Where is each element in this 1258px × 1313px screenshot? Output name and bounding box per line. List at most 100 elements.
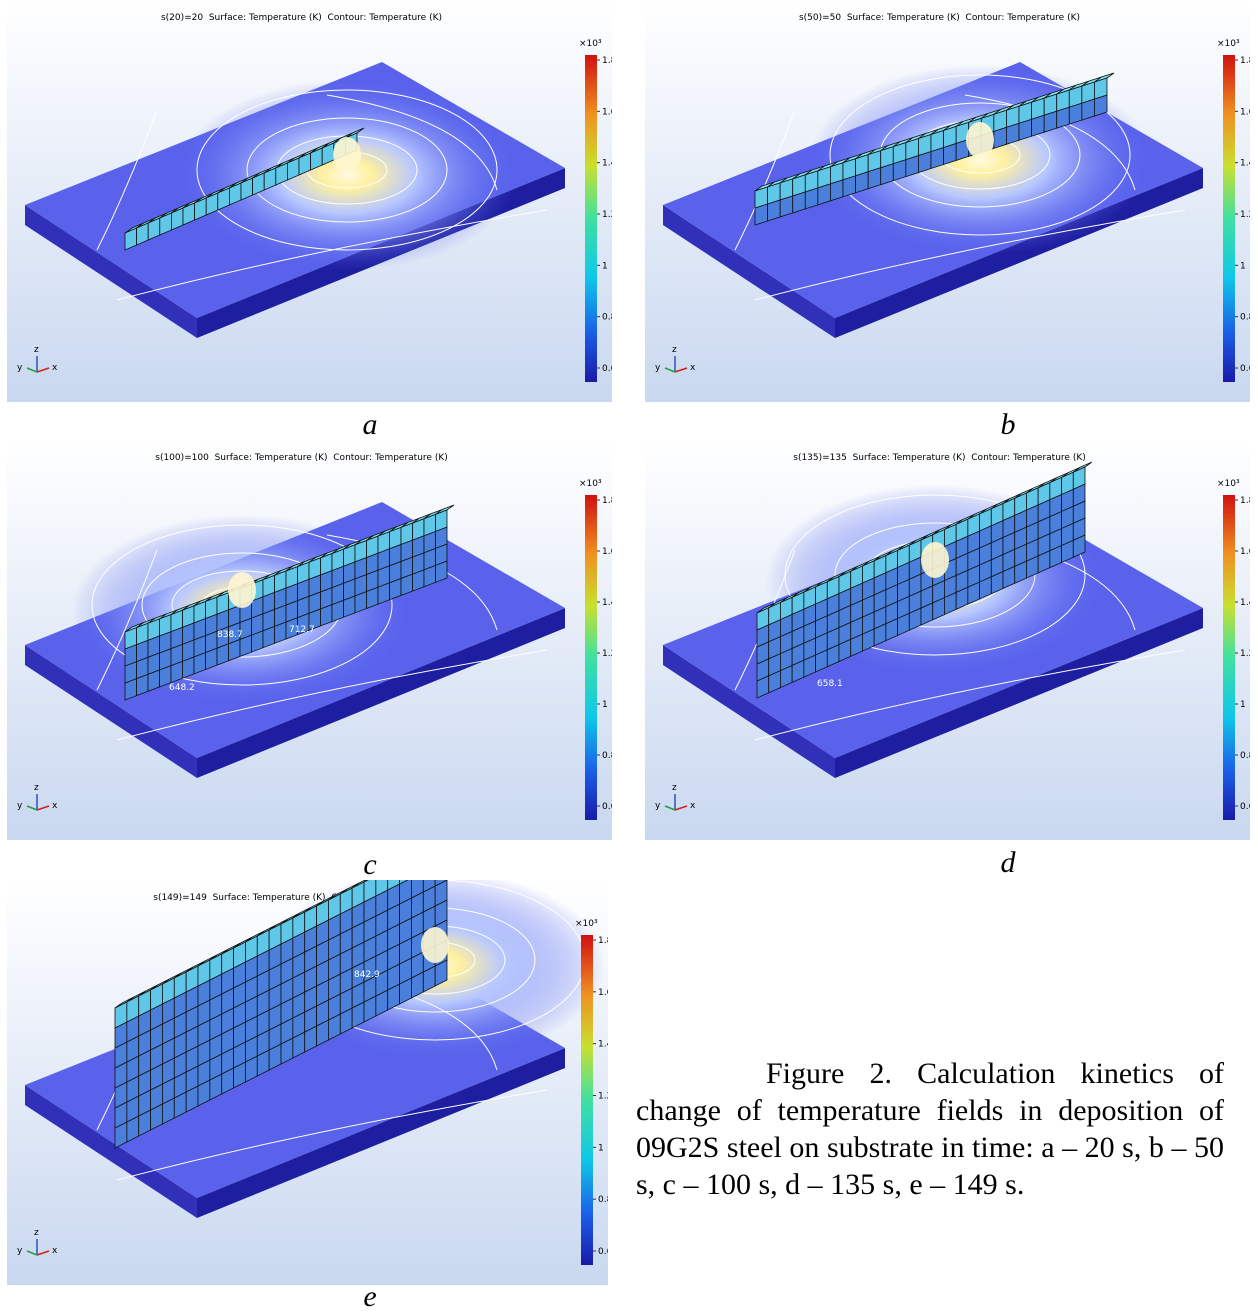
panel-title: s(149)=149 Surface: Temperature (K) Cont… [153,893,446,903]
panel-letter: e [363,1280,377,1313]
colorbar-tick-label: 1.2 [602,210,612,220]
axis-y [664,367,676,373]
colorbar-tick-label: 1.4 [602,159,612,169]
panel-letter: a [362,408,378,441]
contour-line [834,522,1036,628]
colorbar-tick-label: 0.8 [598,1195,608,1205]
colorbar-exponent: ×10³ [1217,479,1240,489]
axis-label: z [34,783,39,793]
colorbar-tick-label: 1.2 [602,649,612,659]
cube-face [1094,77,1108,100]
colorbar-tick-label: 1.2 [1240,210,1250,220]
colorbar-tick-label: 0.6 [598,1247,608,1257]
simulation-panel: s(135)=135 Surface: Temperature (K) Cont… [645,440,1250,840]
plate-front [197,1048,565,1218]
colorbar-tick-label: 1.8 [1240,56,1250,66]
cube-face [767,182,781,205]
cube-face [867,150,882,173]
panel-view: s(20)=20 Surface: Temperature (K) Contou… [7,0,612,402]
cube-face [1068,85,1083,108]
contour-line [829,74,1131,236]
colorbar-tick-label: 1.6 [1240,547,1250,557]
axis-label: x [52,1246,58,1256]
colorbar-tick-label: 1.2 [598,1092,608,1102]
plate-left [25,645,197,778]
cube-face [1081,81,1095,104]
hot-spot [421,927,449,963]
cube-face [943,125,957,149]
hot-spot [966,122,994,158]
cube-face [855,154,869,177]
contour-line [96,94,548,301]
axis-label: y [17,363,23,373]
colorbar-tick-label: 1.8 [598,936,608,946]
cube-face [830,162,844,185]
colorbar-tick-label: 0.8 [1240,751,1250,761]
plate-left [25,1085,197,1218]
cube-face [1006,105,1020,128]
colorbar-tick-label: 1.8 [602,56,612,66]
colorbar-tick-label: 0.6 [1240,802,1250,812]
cube-face [918,133,932,157]
cube-face [1031,97,1045,120]
colorbar-tick-label: 1.8 [1240,496,1250,506]
cube-face [434,880,448,887]
colorbar-tick-label: 1.6 [602,107,612,117]
hot-spot [921,542,949,578]
cube-face [1072,466,1086,490]
contour-line [246,117,448,223]
colorbar [585,55,597,382]
colorbar-tick-label: 0.8 [602,313,612,323]
axis-label: z [34,345,39,355]
axis-x [674,367,688,373]
contour-label: 842.9 [354,970,380,980]
axis-x [36,367,50,373]
axis-label: y [655,801,661,811]
colorbar-tick-label: 1.4 [598,1040,608,1050]
contour-label: 712.7 [289,625,315,635]
cube-face [1018,101,1032,124]
cube-face [1056,89,1070,112]
colorbar [1223,55,1235,382]
colorbar-tick-label: 1 [602,700,608,710]
colorbar-tick-label: 1 [1240,700,1246,710]
colorbar-tick-label: 1.4 [1240,598,1250,608]
axis-y [26,1250,38,1256]
plate-left [25,205,197,338]
colorbar-tick-label: 1.2 [1240,649,1250,659]
heat-glow [177,80,517,270]
axis-x [36,1250,50,1256]
colorbar-exponent: ×10³ [579,39,602,49]
contour-label: 648.2 [169,683,195,693]
cube-face [1043,93,1058,116]
cube-face [792,174,806,197]
axis-label: x [52,363,58,373]
panel-view: s(100)=100 Surface: Temperature (K) Cont… [7,440,612,840]
cube-face [905,137,919,161]
colorbar [581,935,593,1265]
panel-title: s(20)=20 Surface: Temperature (K) Contou… [161,13,442,23]
simulation-panel: s(20)=20 Surface: Temperature (K) Contou… [7,0,612,402]
axis-x [674,805,688,811]
axis-label: x [690,363,696,373]
colorbar-tick-label: 0.6 [1240,364,1250,374]
colorbar [585,495,597,820]
panel-letter: c [363,848,377,881]
colorbar-tick-label: 1 [602,261,608,271]
axis-x [36,805,50,811]
contour-line [196,89,498,251]
axis-label: y [655,363,661,373]
contour-line [91,524,393,686]
panel-view: s(149)=149 Surface: Temperature (K) Cont… [7,880,608,1285]
cube-face [930,129,944,153]
axis-label: y [17,801,23,811]
simulation-panel: s(50)=50 Surface: Temperature (K) Contou… [645,0,1250,402]
panel-title: s(50)=50 Surface: Temperature (K) Contou… [799,13,1080,23]
simulation-panel: s(100)=100 Surface: Temperature (K) Cont… [7,440,612,840]
colorbar-exponent: ×10³ [1217,39,1240,49]
axis-label: x [52,801,58,811]
colorbar-tick-label: 1.8 [602,496,612,506]
axis-label: z [672,345,677,355]
colorbar-tick-label: 1.4 [1240,159,1250,169]
axis-label: x [690,801,696,811]
